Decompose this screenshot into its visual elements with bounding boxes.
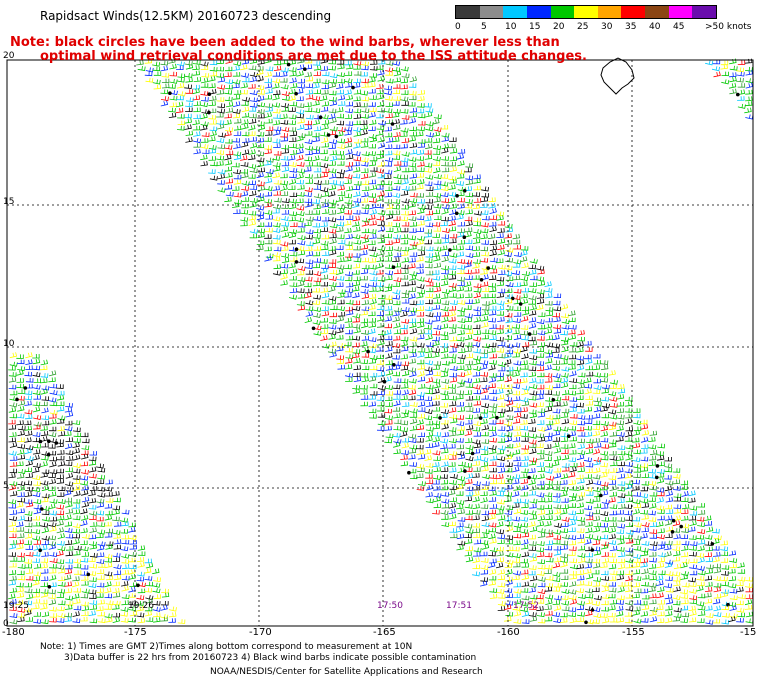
time-label-1750: 17:50 bbox=[377, 601, 403, 611]
colorbar-swatch bbox=[503, 6, 527, 18]
footer-line-2: 3)Data buffer is 22 hrs from 20160723 4)… bbox=[64, 653, 477, 663]
lon-label-165: -165 bbox=[373, 627, 396, 638]
note-line-2: optimal wind retrieval conditions are me… bbox=[40, 49, 587, 64]
colorbar-swatch bbox=[692, 6, 717, 18]
lon-label-180: -180 bbox=[2, 627, 25, 638]
lat-label-15: 15 bbox=[3, 197, 15, 207]
lon-label-175: -175 bbox=[124, 627, 147, 638]
colorbar-swatch bbox=[645, 6, 669, 18]
colorbar-label: 45 bbox=[673, 22, 685, 32]
wind-speed-colorbar bbox=[455, 5, 717, 19]
map-frame bbox=[6, 59, 754, 627]
lat-label-5: 5 bbox=[3, 481, 9, 491]
colorbar-swatch bbox=[574, 6, 598, 18]
colorbar-swatch bbox=[550, 6, 575, 18]
colorbar-swatch bbox=[479, 6, 504, 18]
lat-label-10: 10 bbox=[3, 339, 15, 349]
colorbar-label: 15 bbox=[529, 22, 541, 32]
lon-label-160: -160 bbox=[497, 627, 520, 638]
time-label-1926: 19:26 bbox=[128, 601, 154, 611]
colorbar-label: 0 bbox=[455, 22, 461, 32]
colorbar-swatch bbox=[668, 6, 693, 18]
lat-lon-grid bbox=[7, 59, 753, 626]
note-line-1: Note: black circles have been added to t… bbox=[10, 35, 560, 50]
colorbar-label: 30 bbox=[601, 22, 613, 32]
lon-label-170: -170 bbox=[249, 627, 272, 638]
time-label-1751: 17:51 bbox=[446, 601, 472, 611]
time-label-1925: 19:25 bbox=[3, 601, 29, 611]
colorbar-label: 35 bbox=[625, 22, 637, 32]
colorbar-label: 10 bbox=[505, 22, 517, 32]
lon-label-150: -15 bbox=[740, 627, 757, 638]
wind-barb-swaths bbox=[8, 57, 754, 625]
colorbar-label: 40 bbox=[649, 22, 661, 32]
footer-line-1: Note: 1) Times are GMT 2)Times along bot… bbox=[40, 642, 413, 652]
colorbar-swatch bbox=[526, 6, 551, 18]
colorbar-label: 5 bbox=[481, 22, 487, 32]
map-title: Rapidsact Winds(12.5KM) 20160723 descend… bbox=[40, 9, 332, 23]
lat-label-0: 0 bbox=[3, 619, 9, 629]
colorbar-label: 25 bbox=[577, 22, 589, 32]
colorbar-swatch bbox=[621, 6, 646, 18]
colorbar-swatch bbox=[597, 6, 622, 18]
lat-label-20: 20 bbox=[3, 51, 15, 61]
footer-credit: NOAA/NESDIS/Center for Satellite Applica… bbox=[210, 667, 483, 677]
hawaii-island-outline bbox=[600, 57, 635, 95]
colorbar-label: 20 bbox=[553, 22, 565, 32]
colorbar-label: >50 knots bbox=[705, 22, 752, 32]
time-label-1752: 17:52 bbox=[513, 601, 539, 611]
colorbar-swatch bbox=[456, 6, 480, 18]
lon-label-155: -155 bbox=[622, 627, 645, 638]
